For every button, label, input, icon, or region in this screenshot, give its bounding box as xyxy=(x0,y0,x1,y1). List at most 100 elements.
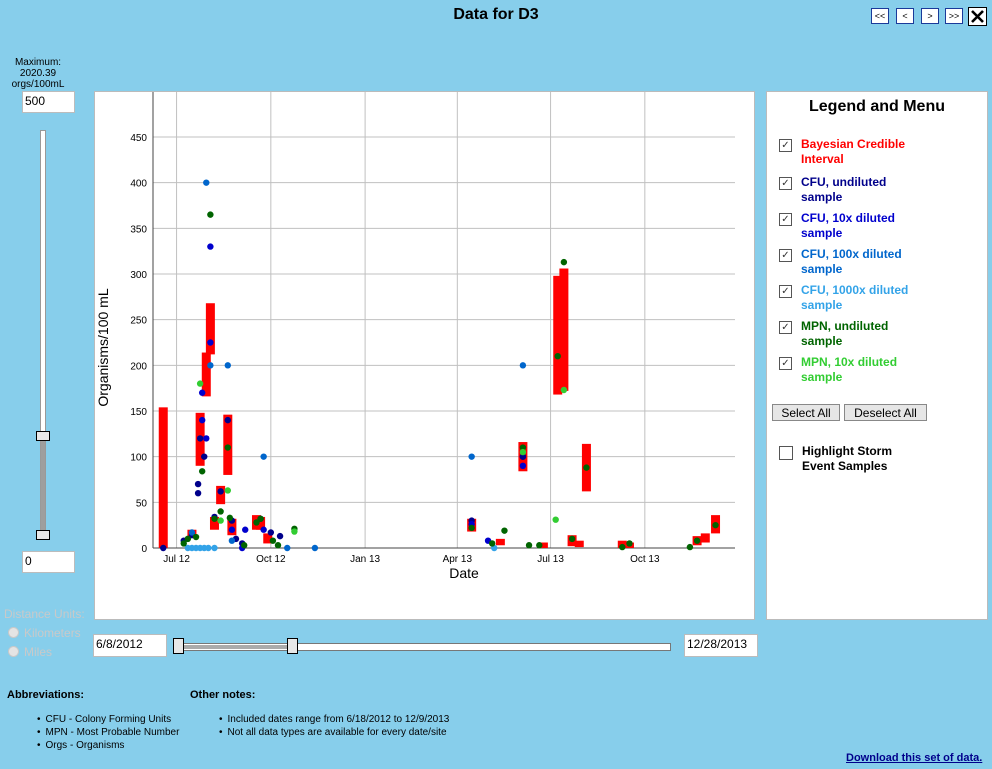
y-tick-label: 50 xyxy=(136,498,148,509)
credible-interval-bar xyxy=(256,516,266,530)
legend-checkbox-cfu-100x[interactable]: ✓ xyxy=(779,249,792,262)
next-button[interactable]: > xyxy=(921,8,939,24)
miles-radio[interactable] xyxy=(8,646,19,657)
y-tick-label: 200 xyxy=(130,361,147,372)
legend-item-cfu-undiluted[interactable]: ✓ CFU, undiluted sample xyxy=(779,175,921,205)
legend-checkbox-cfu-10x[interactable]: ✓ xyxy=(779,213,792,226)
date-range-slider-fill xyxy=(180,645,292,649)
y-min-slider-handle[interactable] xyxy=(36,530,50,540)
data-point-series-0 xyxy=(217,488,224,495)
legend-label-cfu-1000x: CFU, 1000x diluted sample xyxy=(801,283,909,312)
data-point-series-4 xyxy=(198,468,206,475)
data-point-series-2 xyxy=(311,544,319,552)
data-point-series-5 xyxy=(196,380,204,387)
data-point-series-2 xyxy=(188,529,196,536)
credible-interval-bar xyxy=(209,516,219,530)
y-max-slider-handle[interactable] xyxy=(36,431,50,441)
legend-checkbox-mpn-10x[interactable]: ✓ xyxy=(779,357,792,370)
y-tick-label: 350 xyxy=(130,224,147,235)
data-point-series-4 xyxy=(583,464,590,471)
data-point-series-4 xyxy=(274,542,282,549)
data-point-series-0 xyxy=(276,532,284,540)
data-point-series-2 xyxy=(284,544,291,552)
data-point-series-4 xyxy=(693,537,701,544)
data-point-series-4 xyxy=(536,542,543,549)
data-point-series-4 xyxy=(686,543,694,551)
data-point-series-4 xyxy=(560,258,568,266)
legend-item-cfu-10x[interactable]: ✓ CFU, 10x diluted sample xyxy=(779,211,921,241)
abbrev-orgs: Orgs - Organisms xyxy=(37,739,179,752)
legend-item-interval[interactable]: ✓ Bayesian Credible Interval xyxy=(779,137,921,167)
last-button[interactable]: >> xyxy=(945,8,963,24)
data-point-series-4 xyxy=(253,519,260,526)
data-point-series-2 xyxy=(203,179,210,186)
miles-label: Miles xyxy=(24,645,53,659)
y-max-input[interactable]: 500 xyxy=(22,91,75,113)
data-point-series-5 xyxy=(217,517,224,524)
abbrev-cfu: CFU - Colony Forming Units xyxy=(37,713,179,726)
data-point-series-3 xyxy=(205,544,212,552)
y-tick-label: 400 xyxy=(130,179,147,190)
legend-item-mpn-undiluted[interactable]: ✓ MPN, undiluted sample xyxy=(779,319,921,349)
y-tick-label: 450 xyxy=(130,133,147,144)
start-date-slider-handle[interactable] xyxy=(173,638,184,654)
note-date-range: Included dates range from 6/18/2012 to 1… xyxy=(219,713,450,726)
credible-interval-bar xyxy=(553,275,563,395)
download-link[interactable]: Download this set of data. xyxy=(846,752,983,764)
data-point-series-1 xyxy=(260,526,267,533)
legend-checkbox-mpn-undiluted[interactable]: ✓ xyxy=(779,321,792,334)
y-tick-label: 0 xyxy=(141,544,147,555)
data-point-series-4 xyxy=(211,515,218,522)
data-point-series-0 xyxy=(519,453,527,460)
page-title: Data for D3 xyxy=(453,6,539,23)
legend-item-mpn-10x[interactable]: ✓ MPN, 10x diluted sample xyxy=(779,355,921,385)
highlight-storm-checkbox[interactable] xyxy=(779,446,793,460)
x-tick-label: Oct 12 xyxy=(256,554,286,565)
y-tick-label: 300 xyxy=(130,270,147,281)
x-tick-label: Apr 13 xyxy=(443,554,473,565)
close-button[interactable] xyxy=(968,7,987,26)
data-point-series-0 xyxy=(194,490,202,497)
data-point-series-4 xyxy=(626,540,633,547)
abbreviations-heading: Abbreviations: xyxy=(7,689,85,701)
credible-interval-bar xyxy=(559,268,569,391)
select-all-button[interactable]: Select All xyxy=(772,404,840,421)
end-date-input[interactable]: 12/28/2013 xyxy=(684,634,758,657)
y-min-input[interactable]: 0 xyxy=(22,551,75,573)
start-date-input[interactable]: 6/8/2012 xyxy=(93,634,167,657)
data-point-series-4 xyxy=(501,527,508,534)
data-point-series-4 xyxy=(217,508,224,515)
data-point-series-2 xyxy=(260,453,267,460)
y-axis-label: Organisms/100 mL xyxy=(95,288,111,406)
end-date-slider-handle[interactable] xyxy=(287,638,298,654)
data-point-series-5 xyxy=(224,487,231,494)
legend-checkbox-cfu-undiluted[interactable]: ✓ xyxy=(779,177,792,190)
credible-interval-bar xyxy=(263,533,273,544)
data-point-series-4 xyxy=(525,542,533,549)
data-point-series-1 xyxy=(228,526,236,533)
data-point-series-4 xyxy=(224,444,231,451)
credible-interval-bar xyxy=(700,533,710,543)
legend-checkbox-interval[interactable]: ✓ xyxy=(779,139,792,152)
data-point-series-4 xyxy=(712,521,719,529)
first-button[interactable]: << xyxy=(871,8,889,24)
data-point-series-4 xyxy=(184,535,192,543)
y-tick-label: 150 xyxy=(130,407,147,418)
deselect-all-button[interactable]: Deselect All xyxy=(844,404,927,421)
highlight-storm-option[interactable]: Highlight Storm Event Samples xyxy=(779,444,922,474)
legend-item-cfu-1000x[interactable]: ✓ CFU, 1000x diluted sample xyxy=(779,283,921,313)
credible-interval-bar xyxy=(205,303,215,355)
kilometers-radio[interactable] xyxy=(8,627,19,638)
prev-button[interactable]: < xyxy=(896,8,914,24)
data-point-series-5 xyxy=(552,516,559,523)
data-point-series-1 xyxy=(207,243,214,250)
other-notes-heading: Other notes: xyxy=(190,689,256,701)
data-point-series-0 xyxy=(201,453,208,460)
credible-interval-bar xyxy=(158,407,168,548)
y-tick-label: 100 xyxy=(130,453,147,464)
legend-checkbox-cfu-1000x[interactable]: ✓ xyxy=(779,285,792,298)
legend-item-cfu-100x[interactable]: ✓ CFU, 100x diluted sample xyxy=(779,247,921,277)
data-point-series-1 xyxy=(203,435,210,442)
kilometers-label: Kilometers xyxy=(24,626,81,640)
data-point-series-2 xyxy=(207,362,214,369)
